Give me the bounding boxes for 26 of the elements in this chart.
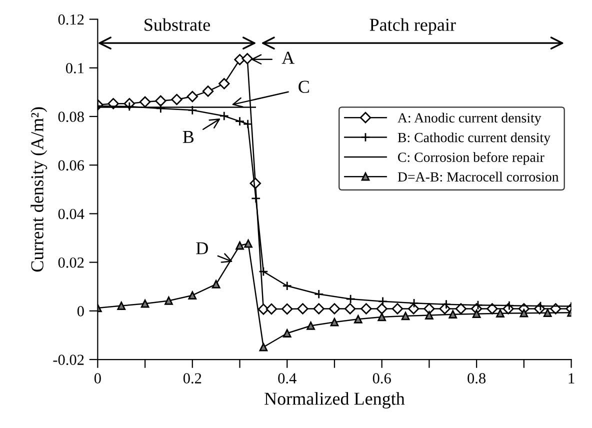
x-tick-label: 1 bbox=[568, 373, 574, 384]
x-tick-label: 0 bbox=[94, 373, 101, 384]
x-tick-label: 0.2 bbox=[183, 373, 202, 384]
y-tick-label: -0.02 bbox=[53, 354, 84, 366]
y-tick-label: 0.06 bbox=[58, 160, 84, 171]
x-axis-title: Normalized Length bbox=[264, 392, 405, 409]
y-tick-label: 0.02 bbox=[58, 257, 84, 268]
legend-label: A: Anodic current density bbox=[398, 112, 542, 126]
annotation: C bbox=[298, 80, 309, 93]
legend-label: D=A-B: Macrocell corrosion bbox=[398, 172, 559, 182]
annotation: Patch repair bbox=[370, 18, 456, 35]
y-tick-label: 0.12 bbox=[58, 14, 84, 25]
y-tick-label: 0.04 bbox=[58, 208, 84, 220]
y-tick-label: 0 bbox=[77, 306, 84, 316]
legend-label: C: Corrosion before repair bbox=[398, 152, 544, 165]
annotation: B bbox=[182, 131, 194, 143]
annotation: Substrate bbox=[144, 18, 210, 31]
x-tick-label: 0.6 bbox=[372, 373, 391, 384]
y-tick-label: 0.08 bbox=[58, 112, 84, 122]
y-tick-label: 0.1 bbox=[66, 63, 84, 74]
annotation: A bbox=[282, 52, 295, 64]
annotation: D bbox=[196, 242, 208, 254]
x-tick-label: 0.4 bbox=[278, 373, 296, 384]
y-axis-title: Current density (A/m²) bbox=[30, 107, 48, 272]
x-tick-label: 0.8 bbox=[468, 373, 486, 384]
legend-label: B: Cathodic current density bbox=[398, 132, 551, 146]
